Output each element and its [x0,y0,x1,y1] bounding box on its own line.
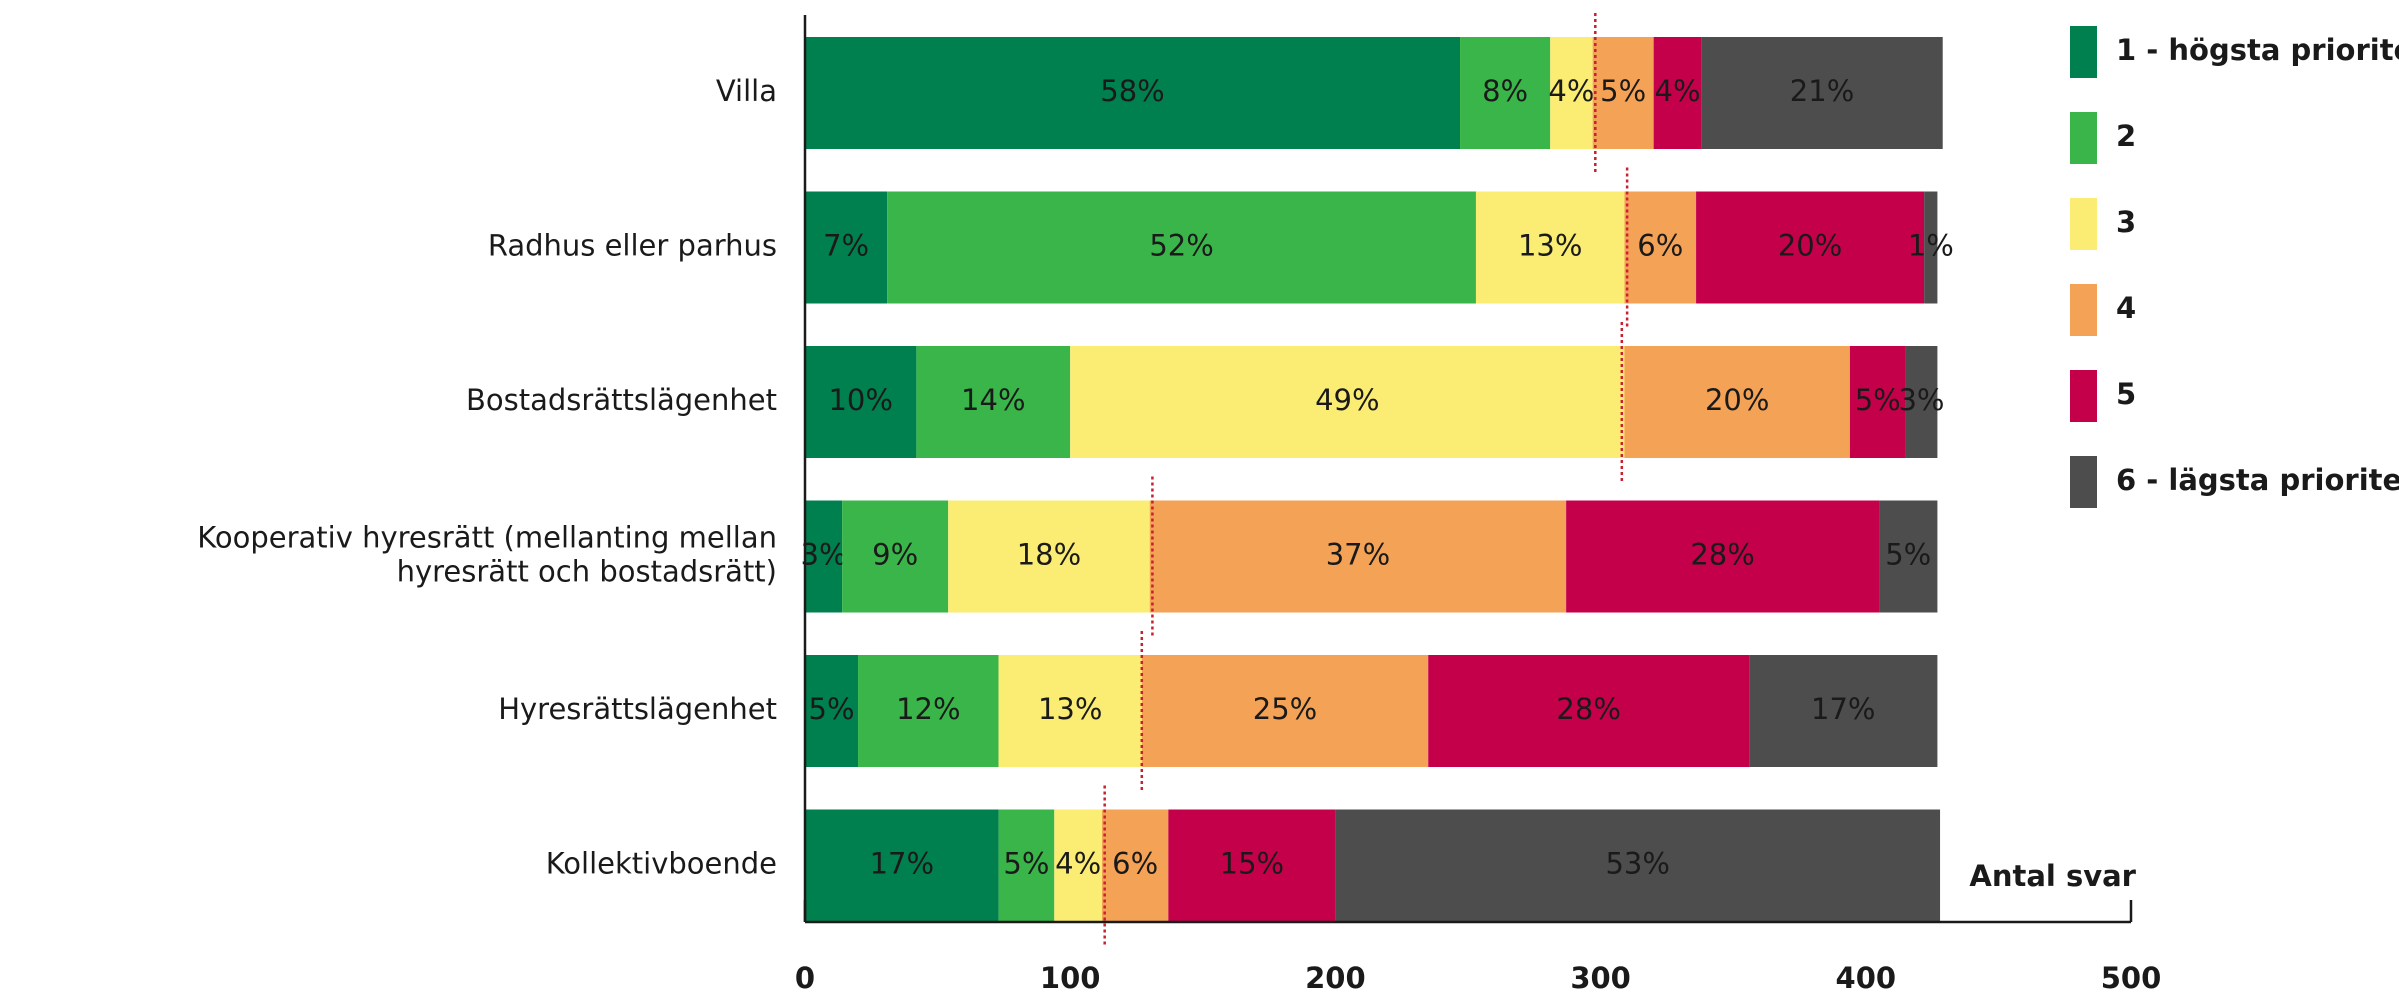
bar-segment [1054,809,1103,922]
category-label: Villa [716,74,777,108]
bar-segment [1550,37,1593,149]
legend-swatch [2070,456,2097,508]
legend-swatch [2070,112,2097,164]
bar-segment [1749,655,1938,767]
value-label: 52% [1149,229,1213,263]
value-label: 6% [1112,847,1158,881]
legend-label: 2 [2116,119,2136,153]
value-label: 28% [1556,692,1620,726]
bar-segment [887,191,1476,304]
x-tick-label: 400 [1836,961,1897,995]
bar-segment [1924,191,1938,304]
value-label: 5% [1003,847,1049,881]
value-label: 5% [1600,74,1646,108]
legend-swatch [2070,370,2097,422]
x-tick-label: 200 [1305,961,1366,995]
bar-segment [1566,500,1880,613]
value-label: 4% [1655,74,1701,108]
bar-segment [948,500,1150,613]
bar-segment [1879,500,1938,613]
value-label: 17% [870,847,934,881]
bar-segment [916,346,1071,458]
bar-segment [1070,346,1625,458]
value-label: 10% [828,383,892,417]
legend-label: 1 - högsta prioritet [2116,33,2399,67]
bar-segment [1102,809,1169,922]
bar-segment [805,809,999,922]
bar-segment [998,809,1055,922]
value-label: 5% [809,692,855,726]
value-label: 20% [1778,229,1842,263]
value-label: 3% [1898,383,1944,417]
bar-segment [805,346,917,458]
value-label: 4% [1548,74,1594,108]
bar-segment [1701,37,1943,149]
bar-segment [1428,655,1750,767]
bar-segment [1335,809,1941,922]
category-label: Bostadsrättslägenhet [466,383,777,417]
bar-segment [805,37,1461,149]
x-tick-label: 100 [1040,961,1101,995]
legend-label: 6 - lägsta prioritet [2116,463,2399,497]
value-label: 8% [1482,74,1528,108]
value-label: 37% [1326,538,1390,572]
bar-segment [1475,191,1625,304]
bar-segment [805,191,888,304]
category-label: Hyresrättslägenhet [498,692,777,726]
legend-swatch [2070,284,2097,336]
value-label: 53% [1605,847,1669,881]
x-tick-label: 300 [1570,961,1631,995]
value-label: 4% [1055,847,1101,881]
legend-label: 4 [2116,291,2136,325]
category-label: Kooperativ hyresrätt (mellanting mellan h… [197,521,777,589]
x-axis-label: Antal svar [1969,859,2136,893]
bar-segment [1460,37,1551,149]
bar-segment [1592,37,1654,149]
value-label: 6% [1637,229,1683,263]
value-label: 14% [961,383,1025,417]
value-label: 1% [1908,229,1954,263]
legend-label: 5 [2116,377,2136,411]
value-label: 58% [1100,74,1164,108]
legend-label: 3 [2116,205,2136,239]
value-label: 20% [1705,383,1769,417]
legend-swatch [2070,26,2097,78]
x-tick-label: 0 [795,961,815,995]
bar-segment [1849,346,1906,458]
value-label: 28% [1690,538,1754,572]
value-label: 5% [1855,383,1901,417]
value-label: 25% [1253,692,1317,726]
bar-segment [805,500,843,613]
value-label: 15% [1220,847,1284,881]
value-label: 21% [1790,74,1854,108]
legend-swatch [2070,198,2097,250]
bar-segment [1149,500,1567,613]
value-label: 3% [801,538,847,572]
bar-segment [858,655,999,767]
category-label: Radhus eller parhus [488,229,777,263]
value-label: 13% [1038,692,1102,726]
value-label: 7% [823,229,869,263]
bar-segment [998,655,1142,767]
bar-segment [1696,191,1925,304]
value-label: 18% [1017,538,1081,572]
bar-segment [1653,37,1702,149]
value-label: 12% [896,692,960,726]
value-label: 49% [1315,383,1379,417]
bar-segment [1624,346,1850,458]
value-label: 13% [1518,229,1582,263]
bar-segment [1905,346,1938,458]
value-label: 17% [1811,692,1875,726]
bar-segment [805,655,859,767]
bar-segment [842,500,949,613]
bar-segment [1168,809,1336,922]
value-label: 9% [872,538,918,572]
bar-segment [1624,191,1697,304]
x-tick-label: 500 [2101,961,2162,995]
category-label: Kollektivboende [546,847,777,881]
value-label: 5% [1885,538,1931,572]
bar-segment [1141,655,1429,767]
